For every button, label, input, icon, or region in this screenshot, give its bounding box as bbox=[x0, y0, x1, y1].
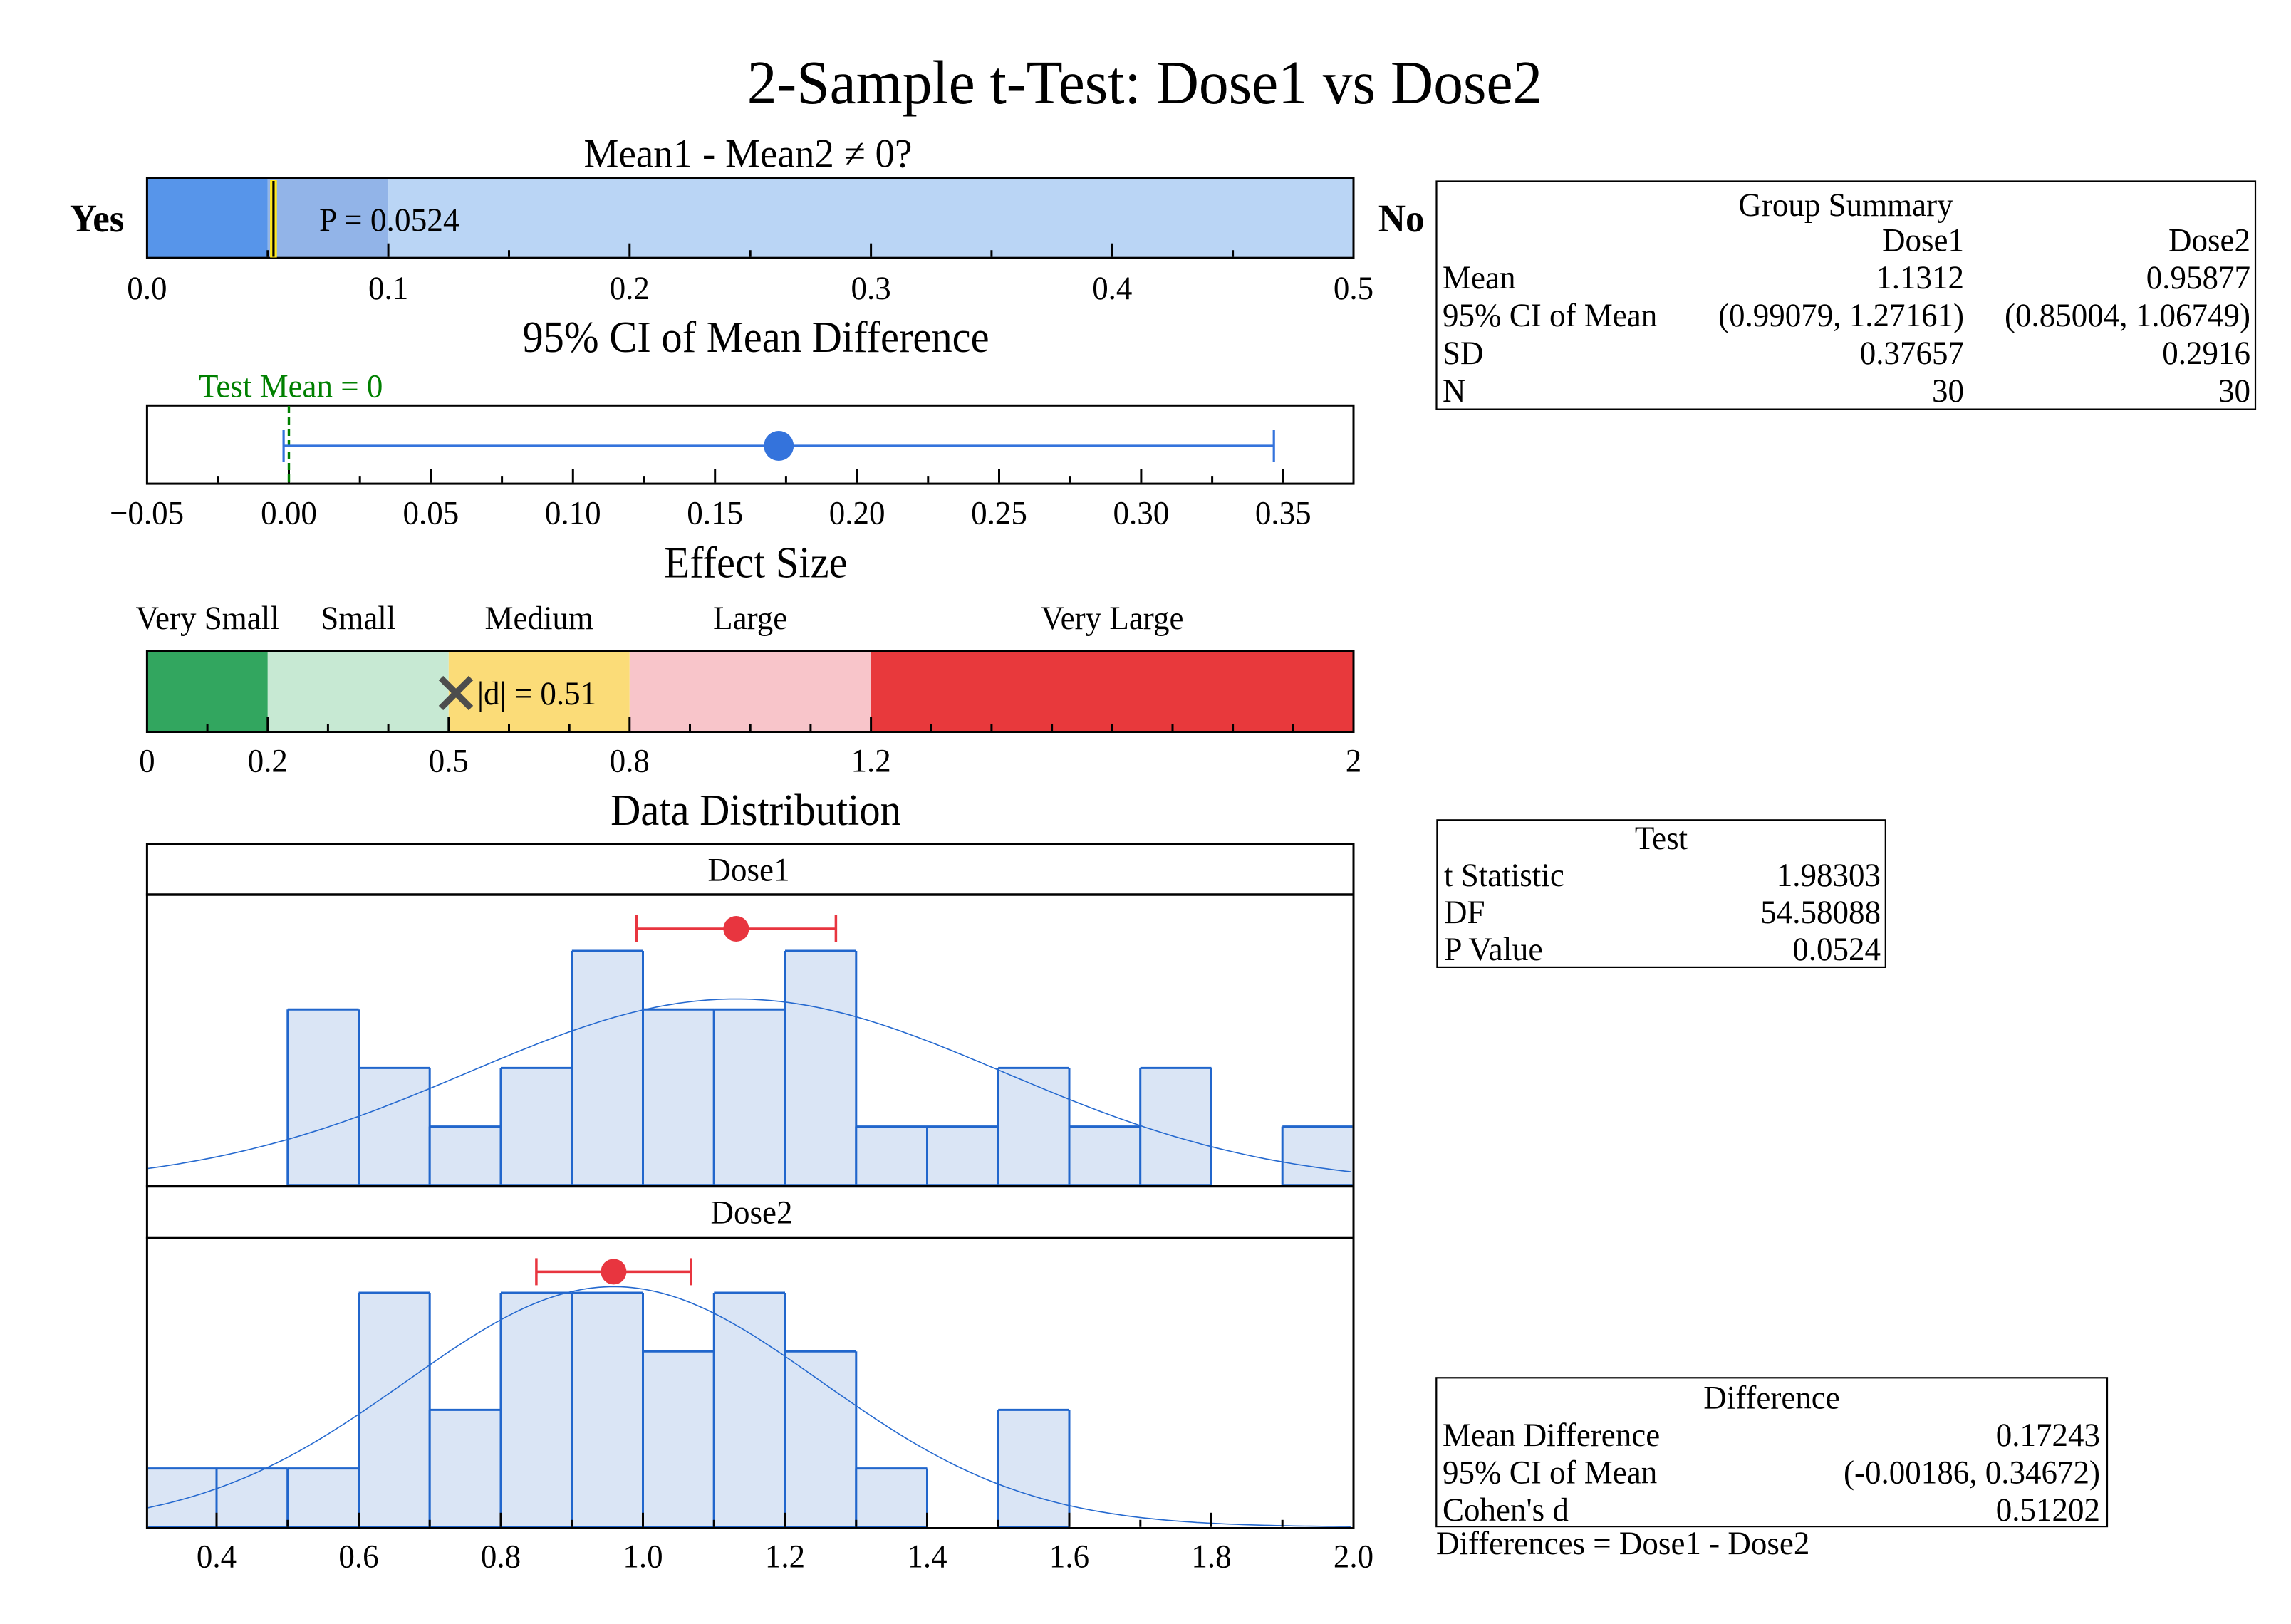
svg-text:Very Large: Very Large bbox=[1041, 600, 1183, 637]
svg-text:1.98303: 1.98303 bbox=[1777, 858, 1881, 894]
svg-text:95% CI of Mean: 95% CI of Mean bbox=[1443, 298, 1657, 334]
svg-text:2: 2 bbox=[1346, 743, 1362, 779]
svg-text:0.10: 0.10 bbox=[545, 496, 601, 532]
svg-text:0.4: 0.4 bbox=[1092, 271, 1132, 307]
svg-text:Dose1: Dose1 bbox=[1882, 223, 1964, 259]
svg-text:Group Summary: Group Summary bbox=[1738, 187, 1953, 224]
svg-text:0.2: 0.2 bbox=[610, 271, 650, 307]
svg-text:Mean: Mean bbox=[1443, 260, 1516, 296]
svg-text:Dose1: Dose1 bbox=[708, 853, 790, 889]
svg-text:(-0.00186, 0.34672): (-0.00186, 0.34672) bbox=[1844, 1454, 2100, 1491]
svg-text:(0.99079, 1.27161): (0.99079, 1.27161) bbox=[1718, 298, 1964, 334]
svg-text:Mean1 - Mean2 ≠ 0?: Mean1 - Mean2 ≠ 0? bbox=[584, 131, 913, 176]
svg-text:1.8: 1.8 bbox=[1191, 1539, 1231, 1576]
svg-text:SD: SD bbox=[1443, 335, 1484, 372]
svg-text:54.58088: 54.58088 bbox=[1760, 895, 1881, 931]
svg-text:Test: Test bbox=[1635, 821, 1688, 857]
svg-text:0.0524: 0.0524 bbox=[1792, 932, 1881, 968]
svg-text:Effect Size: Effect Size bbox=[664, 539, 847, 588]
svg-text:0.8: 0.8 bbox=[481, 1539, 521, 1576]
svg-text:0.00: 0.00 bbox=[261, 496, 317, 532]
svg-text:1.1312: 1.1312 bbox=[1876, 260, 1964, 296]
svg-text:0.51202: 0.51202 bbox=[1996, 1492, 2100, 1529]
svg-text:P = 0.0524: P = 0.0524 bbox=[319, 202, 459, 239]
svg-text:t Statistic: t Statistic bbox=[1444, 858, 1564, 894]
svg-text:0.2916: 0.2916 bbox=[2162, 335, 2250, 372]
svg-text:1.2: 1.2 bbox=[765, 1539, 805, 1576]
svg-text:0.2: 0.2 bbox=[248, 743, 288, 779]
svg-text:2.0: 2.0 bbox=[1334, 1539, 1373, 1576]
svg-text:0.6: 0.6 bbox=[338, 1539, 378, 1576]
svg-text:No: No bbox=[1378, 197, 1425, 240]
svg-text:−0.05: −0.05 bbox=[110, 496, 184, 532]
svg-text:0.30: 0.30 bbox=[1113, 496, 1170, 532]
svg-text:Dose2: Dose2 bbox=[711, 1194, 793, 1231]
svg-text:2-Sample t-Test: Dose1 vs Dose: 2-Sample t-Test: Dose1 vs Dose2 bbox=[747, 48, 1543, 117]
svg-text:1.0: 1.0 bbox=[623, 1539, 663, 1576]
svg-text:30: 30 bbox=[2218, 373, 2250, 410]
svg-text:Data Distribution: Data Distribution bbox=[611, 786, 901, 835]
svg-text:Mean Difference: Mean Difference bbox=[1443, 1417, 1660, 1454]
svg-text:0.15: 0.15 bbox=[687, 496, 743, 532]
svg-text:0.35: 0.35 bbox=[1255, 496, 1311, 532]
svg-text:0.05: 0.05 bbox=[403, 496, 459, 532]
svg-text:0.20: 0.20 bbox=[829, 496, 885, 532]
svg-text:0.95877: 0.95877 bbox=[2146, 260, 2250, 296]
svg-text:0.25: 0.25 bbox=[971, 496, 1027, 532]
svg-text:Cohen's d: Cohen's d bbox=[1443, 1492, 1569, 1529]
svg-text:1.2: 1.2 bbox=[851, 743, 891, 779]
svg-text:Difference: Difference bbox=[1703, 1380, 1840, 1416]
svg-text:0.3: 0.3 bbox=[851, 271, 891, 307]
svg-text:Large: Large bbox=[713, 600, 787, 637]
svg-text:Very Small: Very Small bbox=[136, 600, 279, 637]
svg-text:30: 30 bbox=[1932, 373, 1964, 410]
svg-text:Test Mean = 0: Test Mean = 0 bbox=[199, 368, 383, 405]
svg-text:1.6: 1.6 bbox=[1049, 1539, 1089, 1576]
svg-text:Medium: Medium bbox=[485, 600, 594, 637]
svg-text:95% CI of Mean: 95% CI of Mean bbox=[1443, 1454, 1657, 1491]
svg-text:|d| = 0.51: |d| = 0.51 bbox=[477, 676, 596, 712]
svg-text:Yes: Yes bbox=[70, 197, 125, 240]
svg-text:0.5: 0.5 bbox=[1334, 271, 1373, 307]
svg-text:DF: DF bbox=[1444, 895, 1485, 931]
svg-text:0.37657: 0.37657 bbox=[1860, 335, 1964, 372]
svg-text:Small: Small bbox=[321, 600, 395, 637]
svg-text:0.4: 0.4 bbox=[197, 1539, 237, 1576]
svg-text:Differences = Dose1 - Dose2: Differences = Dose1 - Dose2 bbox=[1436, 1526, 1809, 1562]
svg-text:1.4: 1.4 bbox=[907, 1539, 947, 1576]
svg-text:0.0: 0.0 bbox=[127, 271, 167, 307]
svg-text:P Value: P Value bbox=[1444, 932, 1543, 968]
svg-text:0: 0 bbox=[139, 743, 155, 779]
svg-text:0.1: 0.1 bbox=[368, 271, 408, 307]
svg-text:0.5: 0.5 bbox=[429, 743, 469, 779]
svg-text:N: N bbox=[1443, 373, 1466, 410]
svg-text:0.8: 0.8 bbox=[610, 743, 650, 779]
svg-text:95% CI of Mean Difference: 95% CI of Mean Difference bbox=[522, 313, 989, 362]
svg-text:(0.85004, 1.06749): (0.85004, 1.06749) bbox=[2005, 298, 2250, 334]
svg-text:Dose2: Dose2 bbox=[2168, 223, 2250, 259]
svg-text:0.17243: 0.17243 bbox=[1996, 1417, 2100, 1454]
